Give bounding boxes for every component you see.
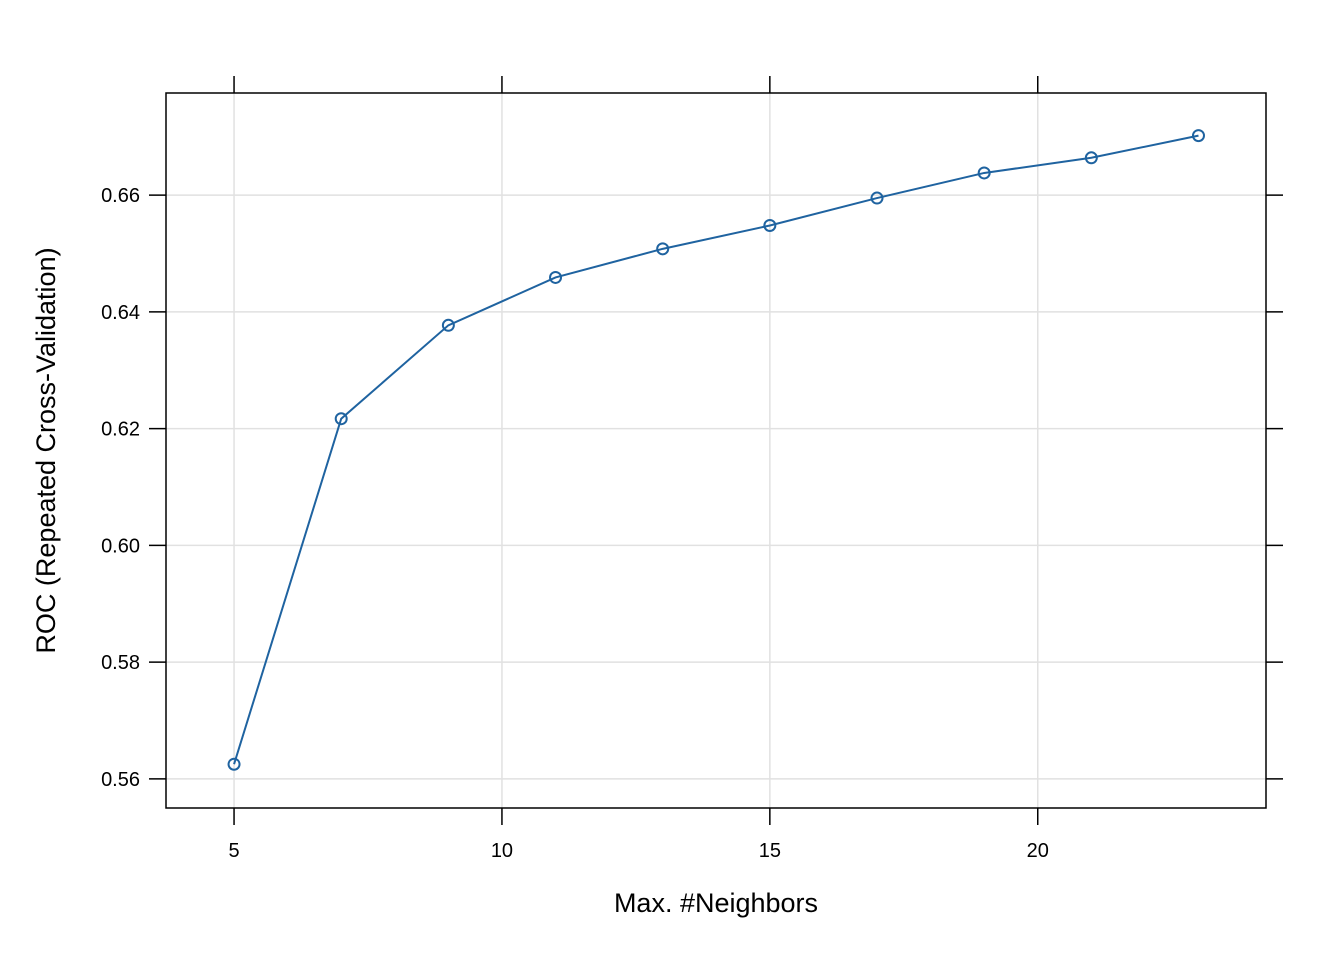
series-roc: [227, 129, 1205, 771]
x-tick-label: 10: [491, 840, 513, 862]
x-tick-label: 20: [1027, 840, 1049, 862]
data-point: [763, 218, 777, 232]
axis-ticks: [149, 76, 1283, 825]
x-axis-title: Max. #Neighbors: [614, 888, 818, 918]
data-point: [1084, 151, 1098, 165]
y-tick-label: 0.58: [101, 652, 140, 674]
series-line: [233, 134, 1199, 765]
data-point: [977, 166, 991, 180]
y-tick-label: 0.62: [101, 419, 140, 441]
y-axis-title: ROC (Repeated Cross-Validation): [31, 247, 61, 653]
grid: [166, 93, 1266, 808]
y-tick-label: 0.60: [101, 535, 140, 557]
tick-labels: 5 10 15 20 0.56 0.58 0.60 0.62 0.64 0.66: [101, 185, 1049, 862]
y-tick-label: 0.66: [101, 185, 140, 207]
data-point: [656, 242, 670, 256]
data-point: [441, 318, 455, 332]
x-tick-label: 5: [228, 840, 239, 862]
data-point: [870, 191, 884, 205]
data-point: [227, 757, 241, 771]
y-tick-label: 0.64: [101, 302, 140, 324]
data-point: [334, 412, 348, 426]
plot-frame: [165, 92, 1267, 809]
data-point: [1191, 129, 1205, 143]
x-tick-label: 15: [759, 840, 781, 862]
data-point: [549, 270, 563, 284]
y-tick-label: 0.56: [101, 769, 140, 791]
